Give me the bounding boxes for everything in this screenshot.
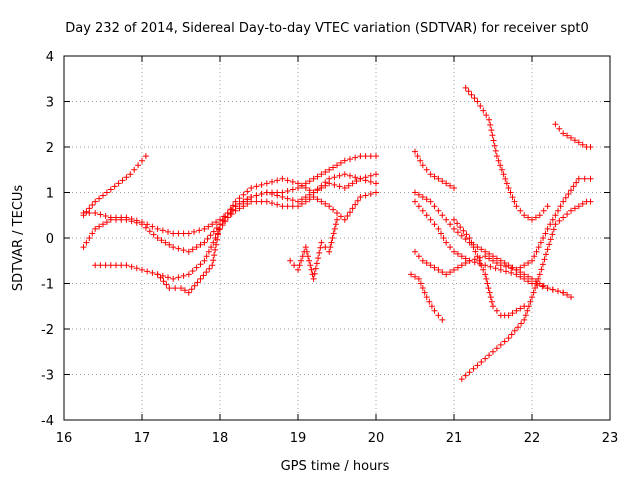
series-s1 xyxy=(80,153,149,219)
grid xyxy=(64,56,610,420)
series-s12 xyxy=(462,84,551,223)
x-tick-label: 17 xyxy=(134,431,151,446)
data-point-markers xyxy=(154,189,379,296)
series-s3 xyxy=(80,171,379,255)
y-axis: 4 3 2 1 0 -1 -2 -3 -4 xyxy=(41,50,610,429)
series-s11 xyxy=(408,271,446,323)
x-tick-label: 20 xyxy=(368,431,385,446)
y-axis-label: SDTVAR / TECUs xyxy=(11,185,26,292)
y-tick-label: 4 xyxy=(46,50,54,65)
data-point-markers xyxy=(412,175,594,278)
series-s9 xyxy=(412,198,567,296)
series-s13 xyxy=(458,198,594,383)
y-tick-label: -3 xyxy=(41,369,54,384)
y-tick-label: 0 xyxy=(46,232,54,247)
y-tick-label: -4 xyxy=(41,414,54,429)
series-s6 xyxy=(287,216,340,282)
y-tick-label: -1 xyxy=(41,278,54,293)
x-tick-label: 18 xyxy=(212,431,229,446)
series-s5 xyxy=(154,189,379,296)
series-group xyxy=(80,84,594,383)
data-point-markers xyxy=(451,216,528,319)
data-point-markers xyxy=(92,171,379,282)
series-s10 xyxy=(412,175,594,278)
data-point-markers xyxy=(408,271,446,323)
series-s14 xyxy=(451,216,528,319)
data-point-markers xyxy=(412,198,567,296)
y-tick-label: 3 xyxy=(46,96,54,111)
x-axis: 16 17 18 19 20 21 22 23 xyxy=(56,56,619,446)
data-point-markers xyxy=(80,153,149,219)
chart-title: Day 232 of 2014, Sidereal Day-to-day VTE… xyxy=(65,21,589,36)
y-tick-label: 1 xyxy=(46,187,54,202)
series-s15 xyxy=(552,121,594,150)
data-point-markers xyxy=(80,171,379,255)
x-tick-label: 16 xyxy=(56,431,73,446)
data-point-markers xyxy=(458,198,594,383)
data-point-markers xyxy=(552,121,594,150)
data-point-markers xyxy=(412,148,457,191)
x-tick-label: 21 xyxy=(446,431,463,446)
x-tick-label: 22 xyxy=(524,431,541,446)
x-axis-label: GPS time / hours xyxy=(281,459,390,474)
data-point-markers xyxy=(462,84,551,223)
y-tick-label: -2 xyxy=(41,323,54,338)
series-s7 xyxy=(412,148,457,191)
data-point-markers xyxy=(287,216,340,282)
x-tick-label: 19 xyxy=(290,431,307,446)
series-s4 xyxy=(92,171,379,282)
y-tick-label: 2 xyxy=(46,141,54,156)
x-tick-label: 23 xyxy=(602,431,619,446)
